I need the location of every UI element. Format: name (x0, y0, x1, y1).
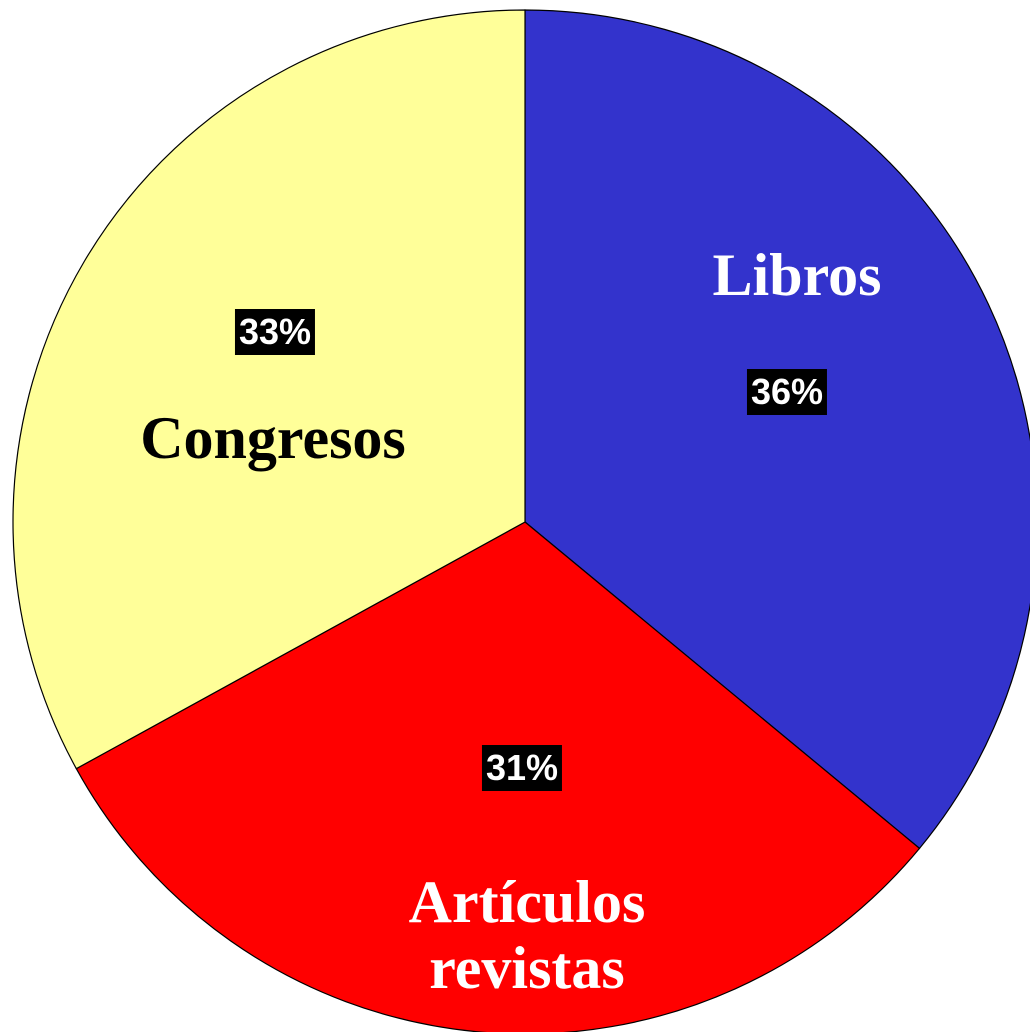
slice-label: Congresos (140, 405, 406, 471)
value-label: 31% (481, 745, 563, 791)
value-label: 33% (234, 309, 316, 355)
value-label: 36% (746, 369, 828, 415)
pie-slice (524, 9, 1030, 850)
slice-label: Libros (712, 242, 882, 308)
slice-label: Artículos revistas (408, 869, 646, 1001)
pie-slice (12, 9, 526, 770)
